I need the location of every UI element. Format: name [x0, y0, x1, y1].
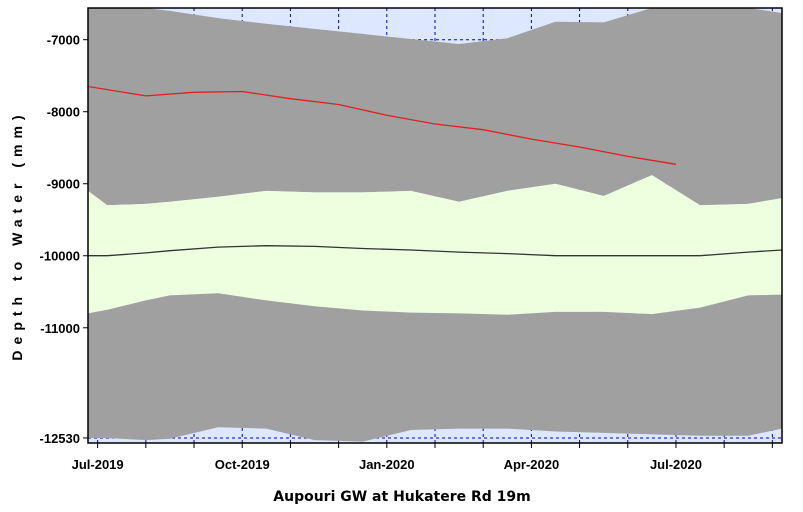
y-tick-label: -12530: [40, 431, 80, 446]
y-axis-ticks: -7000 -8000 -9000 -10000 -11000 -12530: [40, 33, 88, 446]
y-tick-label: -9000: [47, 177, 80, 192]
y-tick-label: -11000: [40, 321, 80, 336]
x-tick-label: Jan-2020: [359, 457, 415, 472]
x-axis-label: Aupouri GW at Hukatere Rd 19m: [273, 489, 530, 505]
y-axis-label: Depth to Water (mm): [9, 109, 25, 360]
inner-band: [88, 175, 782, 315]
x-axis-ticks: Jul-2019 Oct-2019 Jan-2020 Apr-2020 Jul-2020: [72, 443, 773, 472]
series-lines: [88, 85, 782, 257]
y-tick-label: -8000: [47, 105, 80, 120]
lower-outer-band: [88, 293, 782, 442]
x-tick-label: Apr-2020: [504, 457, 560, 472]
y-tick-label: -10000: [40, 249, 80, 264]
upper-outer-band: [88, 8, 782, 206]
median-line: [88, 245, 782, 257]
current-year-line: [88, 85, 677, 165]
x-tick-label: Jul-2020: [650, 457, 702, 472]
y-tick-label: -7000: [47, 33, 80, 48]
x-tick-label: Oct-2019: [215, 457, 270, 472]
x-tick-label: Jul-2019: [72, 457, 124, 472]
bands: [88, 8, 782, 442]
